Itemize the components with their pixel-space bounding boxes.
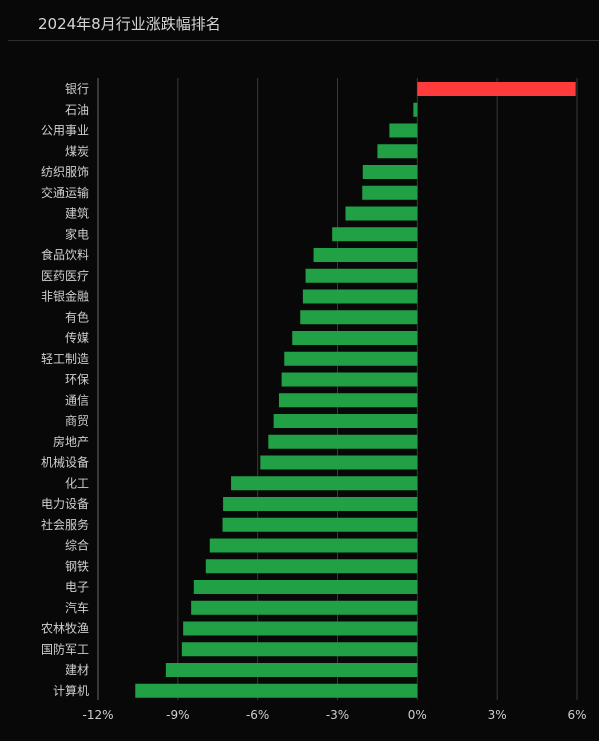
category-label: 机械设备 [41,455,89,470]
bar-22 [222,517,418,532]
category-label: 传媒 [65,330,89,345]
bar-17 [273,414,418,428]
category-label: 汽车 [65,600,89,615]
x-tick-label: -9% [166,708,189,722]
bar-14 [284,351,418,366]
bar-20 [231,476,418,491]
category-label: 医药医疗 [41,269,89,283]
category-label: 石油 [65,103,89,117]
chart-title: 2024年8月行业涨跌幅排名 [38,15,221,33]
category-label: 煤炭 [65,144,89,158]
category-label: 家电 [65,226,89,241]
category-label: 电力设备 [41,497,89,511]
bar-16 [278,393,418,408]
chart-header: 2024年8月行业涨跌幅排名 [8,0,599,41]
bar-3 [389,123,418,138]
bar-24 [205,559,418,574]
bars [135,82,576,698]
bar-13 [292,331,418,345]
category-label: 有色 [65,310,89,324]
bar-1 [417,82,576,96]
bar-12 [300,310,418,325]
category-label: 计算机 [53,683,89,698]
bar-5 [362,165,418,179]
category-label: 纺织服饰 [41,165,89,179]
x-tick-label: 3% [488,708,507,722]
bar-26 [191,600,418,615]
category-label: 房地产 [53,434,89,449]
bar-27 [183,621,418,636]
bar-10 [305,268,418,283]
category-label: 综合 [65,538,89,553]
category-label: 社会服务 [41,517,89,532]
category-labels: 银行石油公用事业煤炭纺织服饰交通运输建筑家电食品饮料医药医疗非银金融有色传媒轻工… [41,82,89,698]
x-tick-label: -6% [246,708,269,722]
bar-11 [302,289,418,304]
bar-15 [281,372,418,387]
category-label: 农林牧渔 [41,622,89,636]
tick-labels: -12% -9% -6% -3% 0% 3% 6% [82,708,586,722]
bar-28 [181,642,418,657]
category-label: 环保 [65,373,89,387]
category-label: 交通运输 [41,185,89,200]
x-tick-label: -3% [326,708,349,722]
x-tick-label: -12% [82,708,113,722]
bar-4 [377,144,418,159]
x-tick-label: 0% [408,708,427,722]
category-label: 国防军工 [41,641,89,656]
bar-8 [332,227,418,242]
bar-2 [413,102,418,117]
category-label: 商贸 [65,413,89,428]
bar-6 [362,185,418,200]
bar-9 [313,248,418,262]
category-label: 通信 [65,393,89,407]
category-label: 轻工制造 [41,352,89,366]
bar-29 [165,663,418,677]
category-label: 银行 [65,82,89,96]
category-label: 公用事业 [41,124,89,138]
category-label: 化工 [65,476,89,490]
bar-21 [223,497,418,511]
bar-19 [260,455,418,470]
x-tick-label: 6% [567,708,586,722]
bar-30 [135,683,418,698]
bar-25 [193,580,418,594]
category-label: 食品饮料 [41,247,89,262]
category-label: 建材 [65,663,89,677]
grid-lines [177,78,578,700]
bar-18 [268,434,418,449]
category-label: 电子 [65,580,89,594]
category-label: 钢铁 [65,559,89,573]
bar-7 [345,206,418,221]
bar-23 [209,538,418,553]
category-label: 非银金融 [41,289,89,304]
category-label: 建筑 [65,206,89,221]
